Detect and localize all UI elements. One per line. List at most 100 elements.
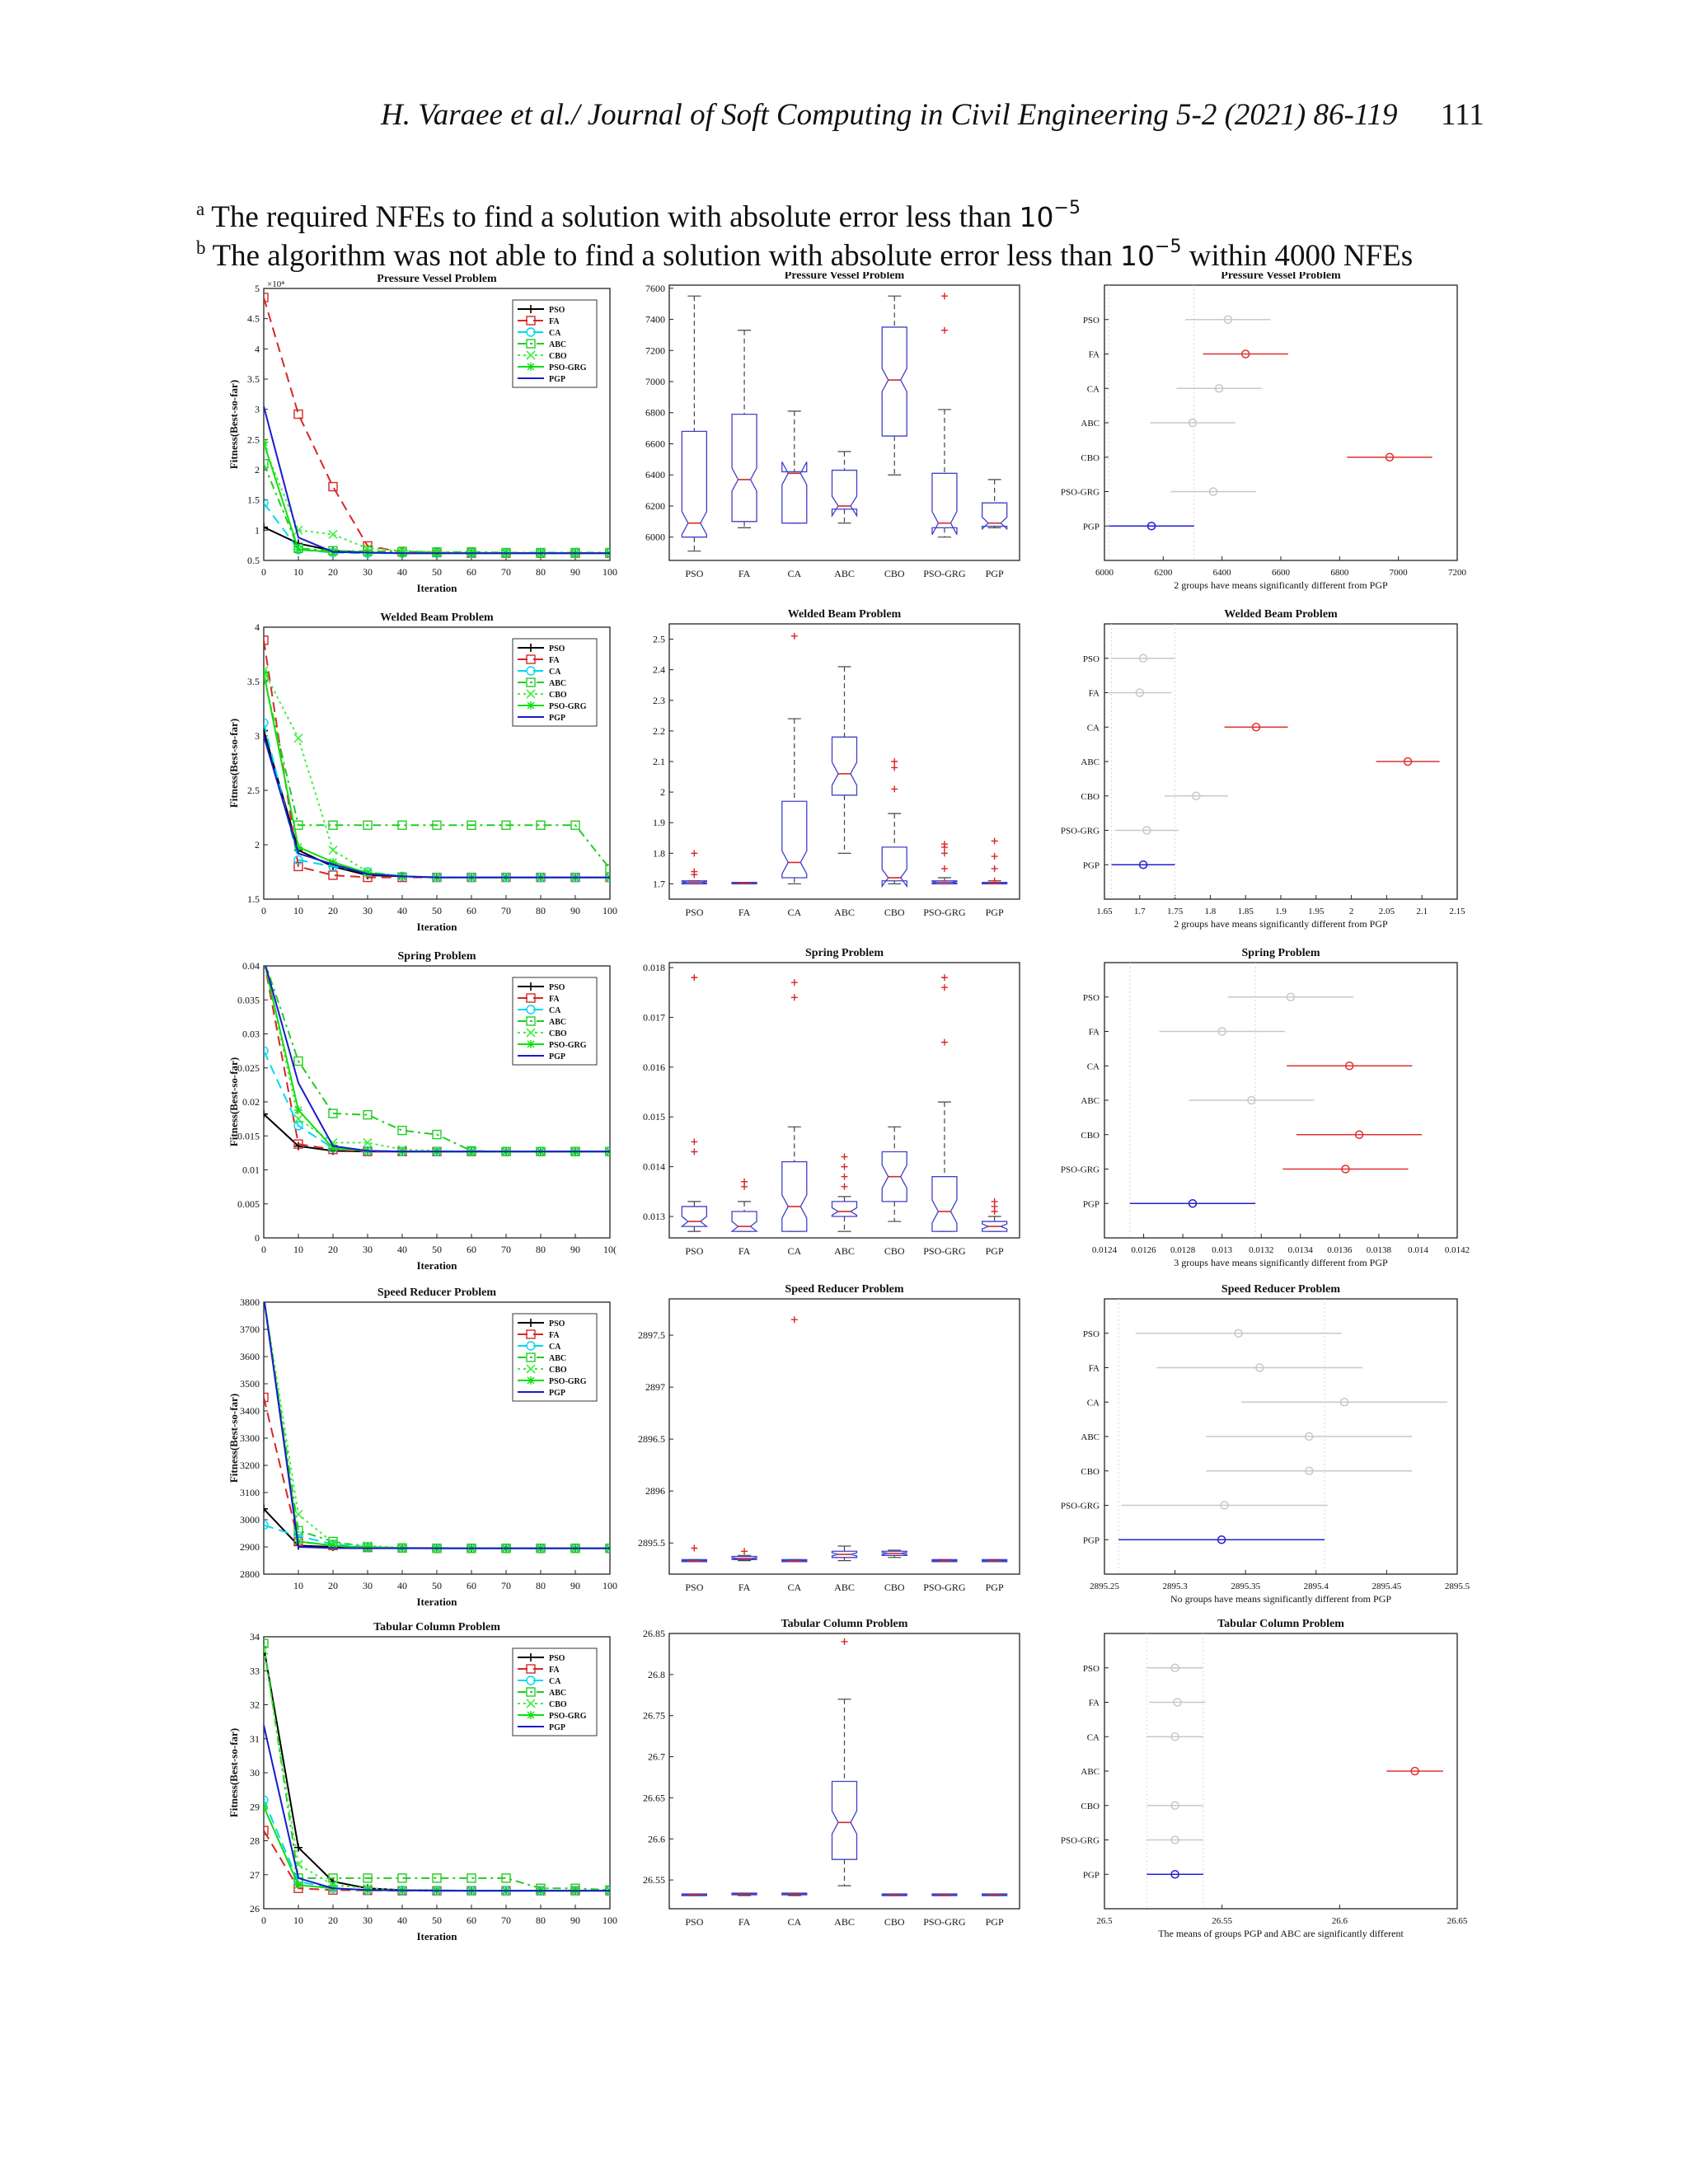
chart-title: Speed Reducer Problem [377,1286,496,1299]
outlier-marker [991,837,998,845]
interval-cbo [1347,452,1432,462]
box-body [781,1892,808,1896]
box-cbo [881,1893,907,1896]
comparison-caption: No groups have means significantly diffe… [1170,1593,1391,1605]
y-tick-label: 1.5 [247,893,260,905]
box-abc [831,1153,858,1232]
interval-abc [1386,1766,1443,1776]
series-marker [264,1046,269,1056]
series-fa [264,1392,610,1554]
box-category-label: CBO [884,907,905,918]
outlier-marker [691,868,698,875]
group-label: PSO [1083,993,1100,1003]
group-label: PSO [1083,316,1100,326]
outlier-marker [940,850,948,857]
x-tick-label: 70 [501,1580,511,1591]
interval-pso-grg [1170,487,1256,496]
legend-entry: FA [549,656,560,665]
footnote-base: 10 [1120,240,1156,272]
series-marker [294,842,302,851]
legend-marker [526,1699,536,1708]
x-tick-label: 50 [432,1580,442,1591]
footnote-text: The algorithm was not able to find a sol… [212,239,1121,273]
box-body [731,1555,757,1560]
y-tick-label: 0.015 [237,1130,260,1141]
x-tick-label: 80 [536,1244,546,1255]
box-pgp [981,1558,1008,1563]
group-mean [1286,992,1296,1001]
legend-entry: CBO [549,352,567,361]
y-tick-label: 26.65 [643,1792,665,1803]
legend-marker [526,1664,536,1674]
series-marker [264,1645,269,1656]
group-label: CBO [1081,1131,1100,1141]
outlier-marker [691,1138,698,1146]
series-marker [294,1843,302,1852]
series-marker [570,820,580,830]
x-tick-label: 2895.4 [1304,1582,1329,1591]
group-mean [1146,522,1156,531]
series-line [264,676,610,869]
y-tick-label: 2.3 [653,695,665,706]
group-label: PSO-GRG [1061,1165,1100,1175]
legend-marker [526,1028,536,1038]
x-tick-label: 90 [570,1244,580,1255]
legend-entry: PGP [549,1389,565,1398]
x-tick-label: 26.55 [1212,1916,1232,1926]
legend: PSO FA CA ABC CBO PSO-GRG PGP [512,1313,598,1402]
group-label: PSO-GRG [1061,488,1100,498]
x-tick-label: 10 [293,1915,303,1926]
box-body [881,1893,907,1896]
box-body [681,430,708,538]
y-tick-label: 3 [255,730,260,742]
y-tick-label: 6000 [645,532,665,543]
series-marker [264,1392,269,1403]
box-category-label: PGP [986,907,1004,918]
box-category-label: CA [787,1916,801,1928]
outlier-marker [891,764,898,771]
outlier-marker [790,979,798,987]
series-line [264,463,610,554]
series-marker [264,718,269,728]
group-mean [1170,1835,1179,1844]
outlier-marker [991,853,998,860]
outlier-marker [741,1548,748,1555]
interval-pgp [1129,1199,1256,1208]
outlier-marker [691,1544,698,1552]
series-marker [328,529,338,540]
series-marker [264,726,268,735]
outlier-marker [891,785,898,793]
series-marker [328,1108,338,1118]
y-tick-label: 2.5 [247,785,260,796]
legend-marker [526,677,536,687]
series-marker [363,1873,373,1883]
x-axis-label: Iteration [416,1259,457,1272]
group-mean [1142,826,1151,835]
box-body [831,736,858,796]
x-tick-label: 0.013 [1212,1245,1232,1255]
y-tick-label: 2.5 [653,634,665,645]
interval-pso [1185,315,1271,324]
legend: PSO FA CA ABC CBO PSO-GRG PGP [512,977,598,1066]
convergence-chart-3: Speed Reducer Problem Iteration Fitness(Be… [227,1286,617,1608]
legend-entry: CA [549,1677,561,1686]
box-body [831,1201,858,1217]
group-label: CA [1087,1398,1100,1408]
legend-entry: FA [549,995,560,1004]
y-tick-label: 3200 [240,1460,260,1471]
x-tick-label: 30 [363,566,373,578]
outlier-marker [841,1163,848,1170]
boxplot-chart-1: Welded Beam Problem 1.7 1.8 1.9 2 2.1 2.2 2.3 2.… [653,608,1020,918]
group-mean [1339,1398,1349,1407]
group-mean [1220,1501,1229,1510]
multcompare-chart-1: Welded Beam Problem 1.65 1.7 1.75 1.8 1.85 1.9… [1061,608,1465,930]
chart-title: Spring Problem [1241,947,1320,959]
box-category-label: PSO-GRG [923,568,966,579]
series-line [264,502,610,555]
series-line [264,442,610,555]
y-tick-label: 0.03 [242,1029,260,1040]
series-marker [501,1873,511,1883]
interval-cbo [1146,1801,1203,1810]
x-tick-label: 50 [432,566,442,578]
legend-entry: PSO-GRG [549,363,587,373]
